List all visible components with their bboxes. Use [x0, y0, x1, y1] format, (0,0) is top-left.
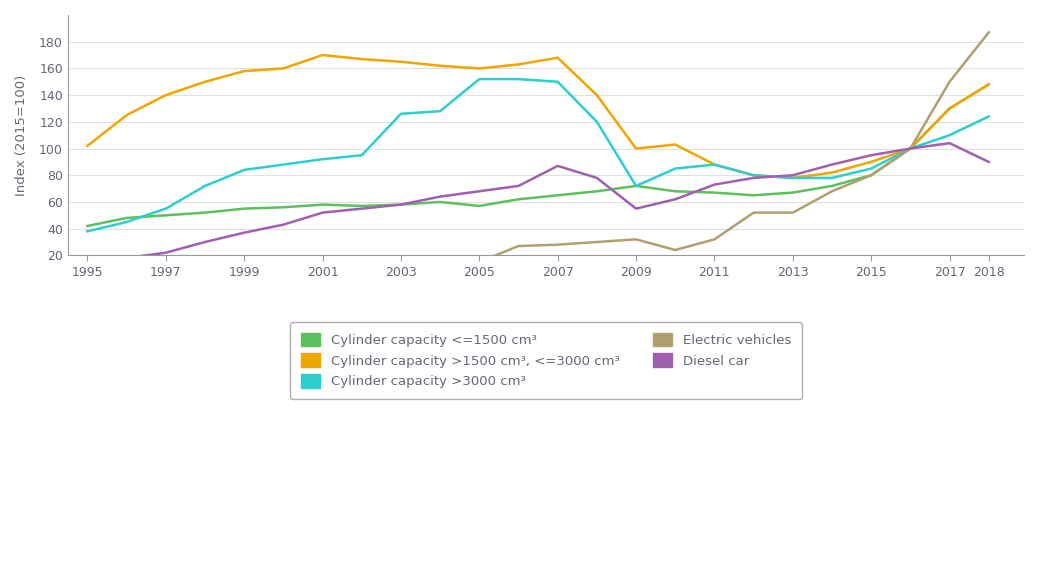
Legend: Cylinder capacity <=1500 cm³, Cylinder capacity >1500 cm³, <=3000 cm³, Cylinder : Cylinder capacity <=1500 cm³, Cylinder c…	[290, 322, 802, 399]
Y-axis label: Index (2015=100): Index (2015=100)	[15, 74, 28, 196]
